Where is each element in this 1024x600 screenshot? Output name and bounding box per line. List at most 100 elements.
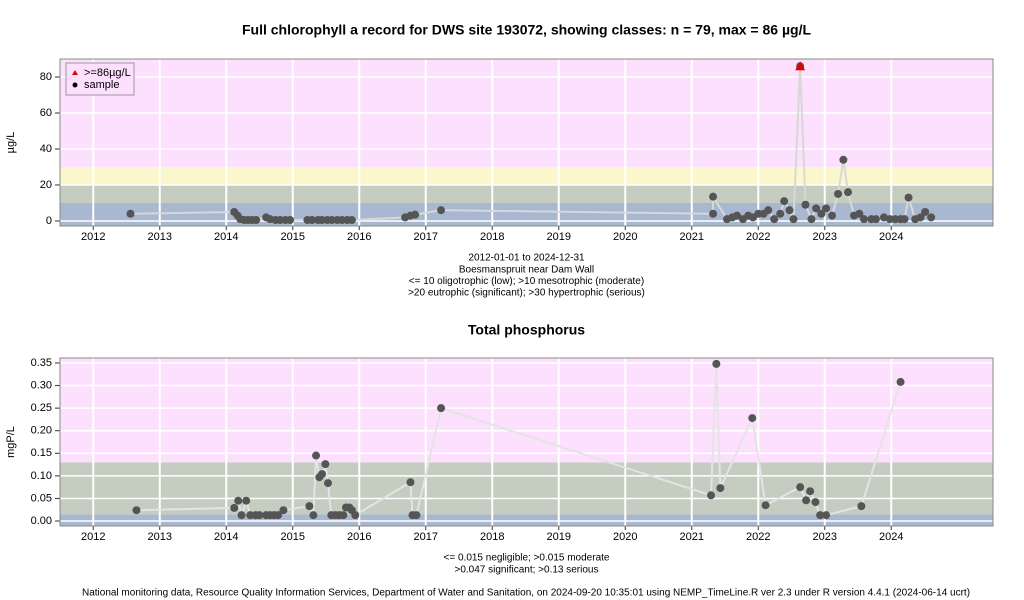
point (237, 511, 246, 520)
point (709, 209, 718, 218)
point (732, 211, 741, 220)
point (255, 511, 264, 520)
point (834, 189, 843, 198)
point (785, 206, 794, 215)
point (347, 216, 356, 225)
x-tick-label: 2016 (347, 531, 371, 543)
class-band (60, 358, 993, 463)
point (318, 470, 327, 479)
class-band (60, 184, 993, 203)
y-tick-label: 80 (40, 71, 52, 83)
x-tick-label: 2022 (746, 231, 770, 243)
caption: 2012-01-01 to 2024-12-31 (468, 253, 585, 264)
point-marker (795, 61, 806, 71)
point (312, 451, 321, 460)
point (339, 511, 348, 520)
point (279, 506, 288, 515)
point (816, 511, 825, 520)
y-tick-label: 0.05 (31, 492, 52, 504)
point (871, 215, 880, 224)
point (921, 207, 930, 216)
x-tick-label: 2015 (281, 231, 305, 243)
point (817, 209, 826, 218)
point (900, 215, 909, 224)
point (126, 209, 135, 218)
class-band (60, 166, 993, 185)
y-tick-label: 0.20 (31, 425, 52, 437)
legend-label: >=86µg/L (84, 67, 131, 79)
y-tick-label: 0 (46, 215, 52, 227)
point (822, 204, 831, 213)
point (309, 511, 318, 520)
point (796, 483, 805, 492)
point (709, 192, 718, 201)
caption: >0.047 significant; >0.13 serious (455, 564, 599, 575)
point (748, 414, 757, 423)
caption: <= 10 oligotrophic (low); >10 mesotrophi… (409, 276, 644, 287)
point (412, 511, 421, 520)
point (927, 213, 936, 222)
point (351, 511, 360, 520)
point (916, 213, 925, 222)
point (789, 215, 798, 224)
point (321, 460, 330, 469)
point (839, 155, 848, 164)
point (896, 377, 905, 386)
caption: >20 eutrophic (significant); >30 hypertr… (408, 288, 645, 299)
point (230, 503, 239, 512)
y-tick-label: 60 (40, 107, 52, 119)
y-tick-label: 0.00 (31, 515, 52, 527)
x-tick-label: 2016 (347, 231, 371, 243)
footer: National monitoring data, Resource Quali… (82, 588, 970, 599)
x-tick-label: 2023 (813, 531, 837, 543)
point (806, 487, 815, 496)
plot-frame (59, 58, 994, 227)
point (132, 506, 141, 515)
point (437, 404, 446, 413)
caption: Boesmanspruit near Dam Wall (459, 264, 594, 275)
x-tick-label: 2017 (414, 531, 438, 543)
point (323, 479, 332, 488)
y-tick-label: 0.30 (31, 379, 52, 391)
point (811, 498, 820, 507)
caption: <= 0.015 negligible; >0.015 moderate (444, 553, 610, 564)
y-tick-label: 0.35 (31, 357, 52, 369)
point (716, 484, 725, 493)
point (712, 359, 721, 368)
y-tick-label: 0.10 (31, 470, 52, 482)
x-tick-label: 2019 (547, 231, 571, 243)
y-axis-label: µg/L (5, 132, 17, 154)
point (286, 216, 295, 225)
point (801, 200, 810, 209)
plot-frame (59, 357, 994, 527)
x-tick-label: 2020 (613, 531, 637, 543)
point (274, 511, 283, 520)
legend-marker (72, 70, 78, 75)
point (252, 216, 261, 225)
point (242, 496, 251, 505)
x-tick-label: 2022 (746, 531, 770, 543)
x-tick-label: 2012 (81, 231, 105, 243)
point (780, 197, 789, 206)
y-tick-label: 0.25 (31, 402, 52, 414)
x-tick-label: 2024 (879, 231, 903, 243)
x-tick-label: 2014 (214, 231, 238, 243)
chart-title: Total phosphorus (468, 322, 585, 338)
point (844, 188, 853, 197)
x-tick-label: 2019 (547, 531, 571, 543)
point (807, 215, 816, 224)
x-tick-label: 2024 (879, 531, 903, 543)
legend-marker (72, 82, 78, 88)
x-tick-label: 2012 (81, 531, 105, 543)
point (857, 502, 866, 511)
x-tick-label: 2021 (680, 531, 704, 543)
point (776, 209, 785, 218)
legend-label: sample (84, 79, 119, 91)
point (761, 501, 770, 510)
y-tick-label: 40 (40, 143, 52, 155)
point (812, 204, 821, 213)
point (828, 211, 837, 220)
point (770, 215, 779, 224)
point (764, 206, 773, 215)
y-tick-label: 20 (40, 179, 52, 191)
